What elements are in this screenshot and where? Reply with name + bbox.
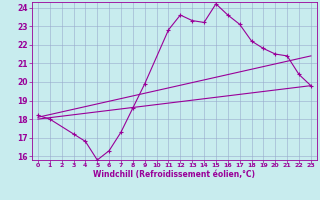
X-axis label: Windchill (Refroidissement éolien,°C): Windchill (Refroidissement éolien,°C)	[93, 170, 255, 179]
